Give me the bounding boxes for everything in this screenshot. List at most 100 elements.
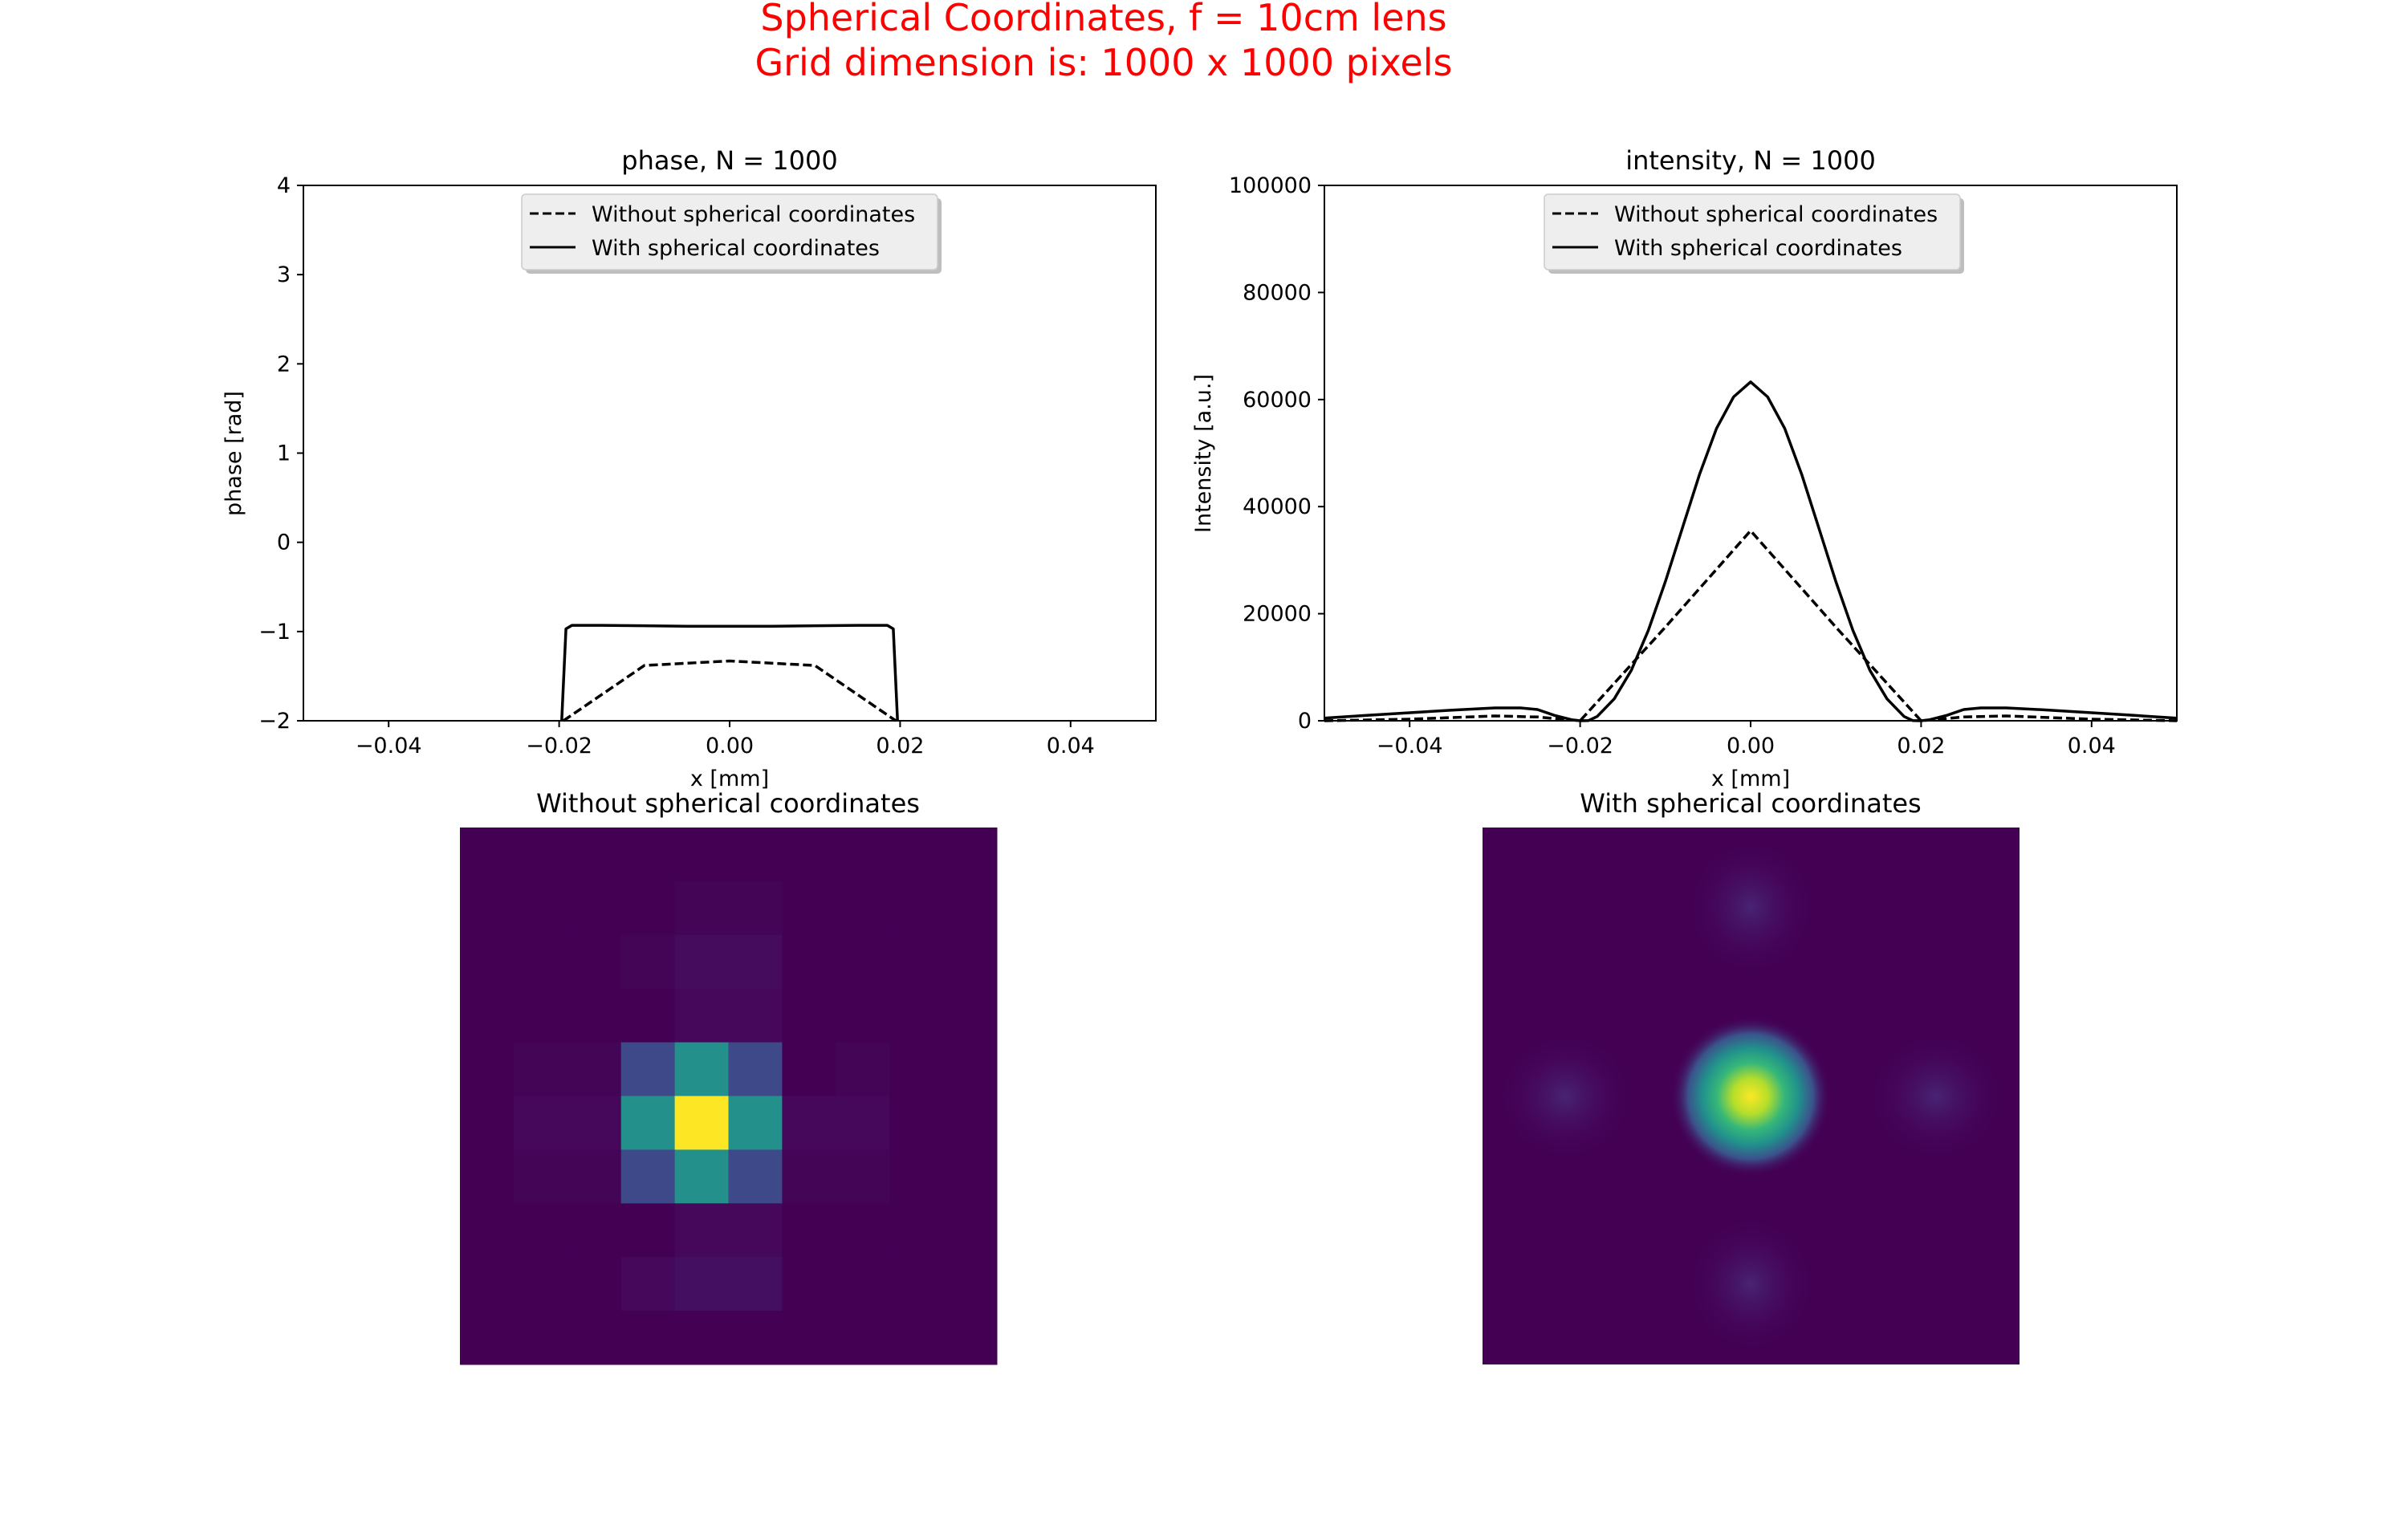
heatmap-without-cell — [567, 934, 622, 990]
heatmap-without-cell — [674, 1096, 729, 1150]
heatmap-without-cell — [674, 988, 729, 1043]
heatmap-without-cell — [889, 1257, 944, 1312]
intensity-legend-box — [1544, 193, 1961, 270]
heatmap-without-cell — [728, 1042, 783, 1096]
heatmap-without-cell — [943, 934, 998, 990]
heatmap-without-cell — [943, 1311, 998, 1365]
heatmap-without-cell — [943, 1042, 998, 1096]
phase-y-tick-label: −1 — [258, 620, 291, 645]
phase-legend: Without spherical coordinates With spher… — [521, 193, 942, 274]
heatmap-without-cell — [836, 880, 890, 936]
heatmap-without-cell — [782, 1203, 836, 1258]
heatmap-without-cell — [513, 828, 568, 882]
heatmap-without-cell — [836, 1042, 890, 1096]
heatmap-without-cell — [889, 1149, 944, 1204]
heatmap-without-cell — [889, 1311, 944, 1365]
heatmap-without-cell — [728, 1311, 783, 1365]
phase-x-tick-label: 0.00 — [706, 734, 754, 758]
heatmap-without-cell — [513, 934, 568, 990]
phase-ticks: −0.04 −0.02 0.00 0.02 0.04 −2 −1 0 1 2 3 4 — [258, 173, 1095, 758]
heatmap-without-cell — [782, 988, 836, 1043]
phase-legend-without-label: Without spherical coordinates — [592, 202, 915, 227]
heatmap-without-cell — [782, 1311, 836, 1365]
heatmap-with-spherical: With spherical coordinates — [1483, 788, 2020, 1364]
heatmap-without-cell — [728, 988, 783, 1043]
heatmap-without-cell — [943, 1203, 998, 1258]
heatmap-without-cell — [674, 828, 729, 882]
heatmap-without-cell — [836, 934, 890, 990]
intensity-x-axis-label: x [mm] — [1711, 767, 1790, 791]
heatmap-without-cell — [460, 934, 515, 990]
intensity-plot-title: intensity, N = 1000 — [1625, 145, 1876, 176]
heatmap-without-cell — [889, 934, 944, 990]
heatmap-without-cell — [728, 1149, 783, 1204]
heatmap-without-cell — [620, 828, 676, 882]
heatmap-without-cell — [889, 1203, 944, 1258]
heatmap-without-cell — [460, 1042, 515, 1096]
intensity-lines — [1324, 380, 2178, 722]
heatmap-without-cell — [943, 988, 998, 1043]
heatmap-without-cell — [782, 1096, 836, 1150]
heatmap-without-cell — [674, 1042, 729, 1096]
heatmap-without-cell — [674, 880, 729, 936]
heatmap-without-cell — [513, 1096, 568, 1150]
heatmap-without-cell — [836, 1096, 890, 1150]
heatmap-without-cell — [513, 1149, 568, 1204]
heatmap-without-cell — [620, 1149, 676, 1204]
intensity-y-tick-label: 100000 — [1229, 173, 1312, 198]
heatmap-without-cell — [674, 1257, 729, 1312]
heatmap-without-cell — [567, 1203, 622, 1258]
intensity-series-without-spherical-line — [1324, 529, 2178, 722]
phase-y-tick-label: 4 — [277, 173, 291, 198]
intensity-y-axis-label: Intensity [a.u.] — [1191, 374, 1216, 533]
intensity-x-tick-label: 0.04 — [2068, 734, 2116, 758]
heatmap-without-cell — [460, 1096, 515, 1150]
intensity-legend-with-label: With spherical coordinates — [1614, 236, 1902, 261]
heatmap-with-central-spot — [1670, 1016, 1831, 1177]
heatmap-without-cell — [674, 1203, 729, 1258]
heatmap-without-cell — [513, 1311, 568, 1365]
heatmap-without-cell — [728, 880, 783, 936]
intensity-y-tick-label: 20000 — [1243, 602, 1312, 627]
heatmap-without-cell — [943, 828, 998, 882]
heatmap-without-cell — [460, 1149, 515, 1204]
intensity-legend: Without spherical coordinates With spher… — [1544, 193, 1964, 274]
heatmap-without-cell — [674, 1149, 729, 1204]
heatmap-without-cell — [513, 1257, 568, 1312]
heatmap-without-cell — [620, 934, 676, 990]
heatmap-without-cell — [567, 828, 622, 882]
phase-x-tick-label: 0.04 — [1047, 734, 1095, 758]
phase-y-tick-label: 2 — [277, 352, 291, 376]
heatmap-without-cell — [782, 934, 836, 990]
heatmap-without-cell — [836, 828, 890, 882]
heatmap-without-cell — [889, 880, 944, 936]
heatmap-without-cell — [782, 1042, 836, 1096]
heatmap-without-cell — [943, 1096, 998, 1150]
phase-x-tick-label: 0.02 — [876, 734, 924, 758]
heatmap-without-cell — [943, 880, 998, 936]
heatmap-without-cell — [620, 880, 676, 936]
phase-y-tick-label: 0 — [277, 531, 291, 555]
heatmap-without-cell — [567, 1149, 622, 1204]
phase-series-without-spherical-line — [562, 659, 897, 722]
phase-legend-box — [521, 193, 938, 270]
suptitle-line-2: Grid dimension is: 1000 x 1000 pixels — [755, 41, 1453, 84]
intensity-x-tick-label: 0.02 — [1897, 734, 1945, 758]
heatmap-without-cell — [782, 880, 836, 936]
intensity-y-tick-label: 40000 — [1243, 494, 1312, 519]
suptitle-line-1: Spherical Coordinates, f = 10cm lens — [760, 0, 1446, 39]
heatmap-without-cell — [728, 1203, 783, 1258]
heatmap-without-cell — [460, 1311, 515, 1365]
intensity-legend-without-label: Without spherical coordinates — [1614, 202, 1938, 227]
heatmap-without-cell — [567, 1257, 622, 1312]
phase-plot: phase, N = 1000 −0.04 −0.02 0.00 0.02 0.04 −2… — [222, 145, 1157, 791]
heatmap-without-cell — [728, 1096, 783, 1150]
phase-y-tick-label: 3 — [277, 262, 291, 287]
intensity-y-tick-label: 0 — [1298, 709, 1312, 734]
intensity-plot: intensity, N = 1000 −0.04 −0.02 0.00 0.02 0.… — [1191, 145, 2178, 791]
intensity-x-tick-label: 0.00 — [1727, 734, 1775, 758]
heatmap-without-cell — [728, 1257, 783, 1312]
heatmap-without-cell — [460, 988, 515, 1043]
heatmap-without-cell — [620, 1257, 676, 1312]
